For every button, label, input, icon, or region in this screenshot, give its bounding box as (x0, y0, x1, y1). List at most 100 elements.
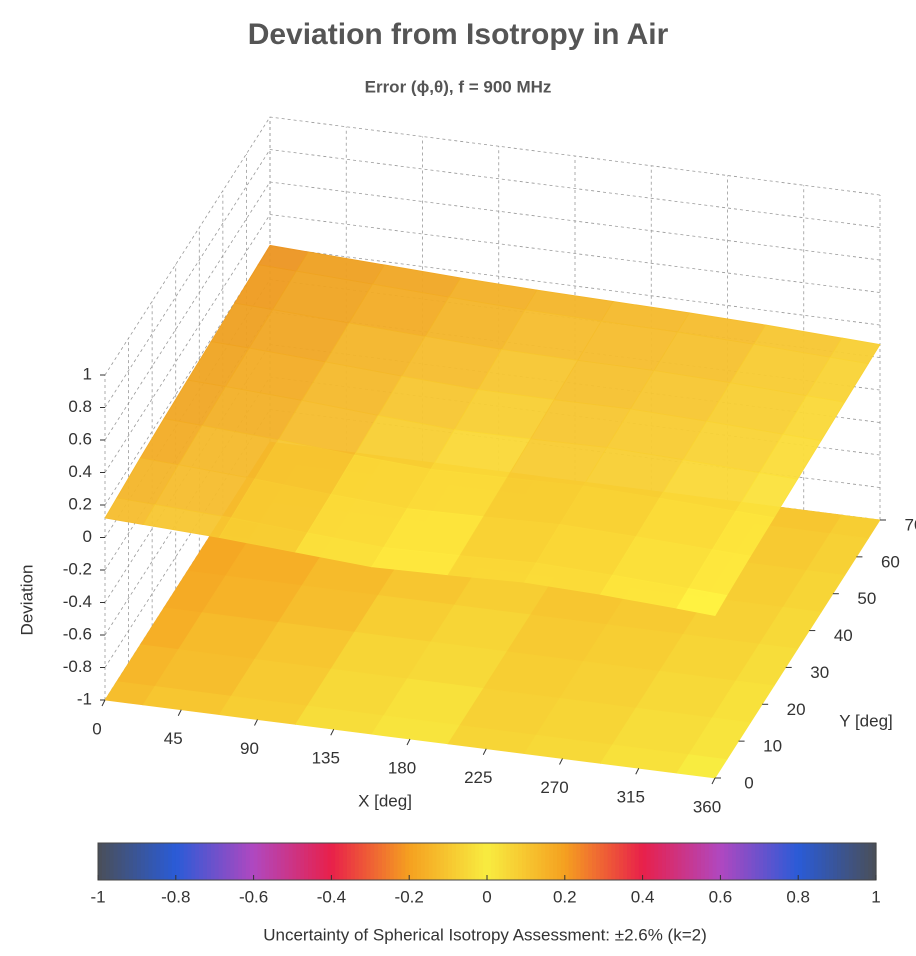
colorbar-segment (545, 843, 550, 880)
colorbar-segment (113, 843, 119, 880)
colorbar-segment (214, 843, 220, 880)
colorbar-segment (218, 843, 224, 880)
colorbar-segment (572, 843, 578, 880)
colorbar-segment (191, 843, 196, 880)
y-tick-label: 40 (834, 626, 853, 645)
x-tick (330, 729, 335, 736)
colorbar-segment (592, 843, 597, 880)
colorbar-segment (603, 843, 609, 880)
colorbar-segment (704, 843, 710, 880)
grid-line (104, 181, 881, 441)
colorbar-segment (109, 843, 115, 880)
colorbar-segment (662, 843, 667, 880)
grid-line (104, 149, 881, 408)
x-tick-label: 45 (164, 729, 183, 748)
floor-tile (676, 754, 728, 779)
colorbar-segment (378, 843, 383, 880)
colorbar-tick-label: 1 (871, 887, 880, 906)
x-tick-label: 90 (240, 739, 259, 758)
colorbar-tick-label: -0.2 (395, 887, 424, 906)
colorbar-segment (125, 843, 130, 880)
y-tick-label: 50 (857, 589, 876, 608)
colorbar-segment (844, 843, 850, 880)
colorbar-segment (553, 843, 558, 880)
colorbar-segment (171, 843, 177, 880)
z-tick-label: -0.2 (63, 559, 92, 578)
x-tick (711, 777, 716, 785)
colorbar-segment (160, 843, 165, 880)
colorbar-segment (444, 843, 449, 880)
colorbar-segment (335, 843, 340, 880)
colorbar-segment (366, 843, 371, 880)
colorbar-segment (494, 843, 500, 880)
colorbar-segment (117, 843, 122, 880)
colorbar-segment (129, 843, 134, 880)
z-tick-label: -0.4 (63, 592, 92, 611)
z-tick-label: 0.4 (68, 462, 92, 481)
colorbar-segment (343, 843, 348, 880)
colorbar-segment (790, 843, 795, 880)
y-tick-label: 10 (763, 737, 782, 756)
colorbar-segment (522, 843, 527, 880)
grid-line (104, 116, 881, 376)
colorbar-segment (401, 843, 406, 880)
colorbar-segment (778, 843, 784, 880)
colorbar-segment (743, 843, 749, 880)
x-tick-label: 0 (92, 719, 101, 738)
colorbar-tick-label: 0 (482, 887, 491, 906)
colorbar-segment (611, 843, 616, 880)
colorbar-segment (420, 843, 426, 880)
colorbar-segment (518, 843, 523, 880)
colorbar-segment (669, 843, 675, 880)
colorbar-segment (514, 843, 519, 880)
colorbar-segment (463, 843, 469, 880)
colorbar-segment (339, 843, 344, 880)
colorbar-segment (580, 843, 585, 880)
colorbar-segment (234, 843, 239, 880)
x-tick-label: 315 (617, 788, 645, 807)
colorbar-segment (856, 843, 862, 880)
colorbar-segment (786, 843, 792, 880)
colorbar-segment (813, 843, 819, 880)
colorbar-segment (381, 843, 387, 880)
colorbar-segment (763, 843, 768, 880)
x-tick-label: 360 (693, 797, 721, 816)
colorbar-segment (809, 843, 815, 880)
chart-title: Deviation from Isotropy in Air (248, 18, 669, 51)
colorbar-segment (350, 843, 356, 880)
colorbar-segment (319, 843, 325, 880)
colorbar-segment (175, 843, 181, 880)
colorbar-segment (708, 843, 714, 880)
colorbar-segment (724, 843, 729, 880)
y-tick-label: 70 (905, 515, 916, 534)
colorbar-segment (144, 843, 150, 880)
colorbar-segment (638, 843, 644, 880)
colorbar-segment (630, 843, 636, 880)
colorbar-segment (451, 843, 457, 880)
colorbar-segment (269, 843, 274, 880)
x-tick (482, 748, 487, 755)
colorbar-segment (136, 843, 142, 880)
x-tick (254, 719, 258, 726)
colorbar-segment (642, 843, 648, 880)
colorbar-segment (440, 843, 445, 880)
colorbar-segment (868, 843, 873, 880)
colorbar-segment (646, 843, 651, 880)
colorbar-segment (627, 843, 632, 880)
colorbar-segment (284, 843, 290, 880)
colorbar-tick-label: 0.4 (631, 887, 655, 906)
colorbar-segment (483, 843, 488, 880)
z-tick-label: 0 (83, 527, 92, 546)
surface (104, 244, 881, 616)
colorbar-segment (510, 843, 515, 880)
x-tick (635, 768, 640, 775)
colorbar-segment (681, 843, 686, 880)
colorbar-segment (436, 843, 441, 880)
colorbar-segment (156, 843, 161, 880)
colorbar-segment (755, 843, 760, 880)
colorbar-segment (261, 843, 266, 880)
axes: 04590135180225270315360010203040506070-1… (63, 364, 916, 816)
colorbar-segment (833, 843, 838, 880)
colorbar-segment (249, 843, 255, 880)
colorbar-segment (685, 843, 690, 880)
